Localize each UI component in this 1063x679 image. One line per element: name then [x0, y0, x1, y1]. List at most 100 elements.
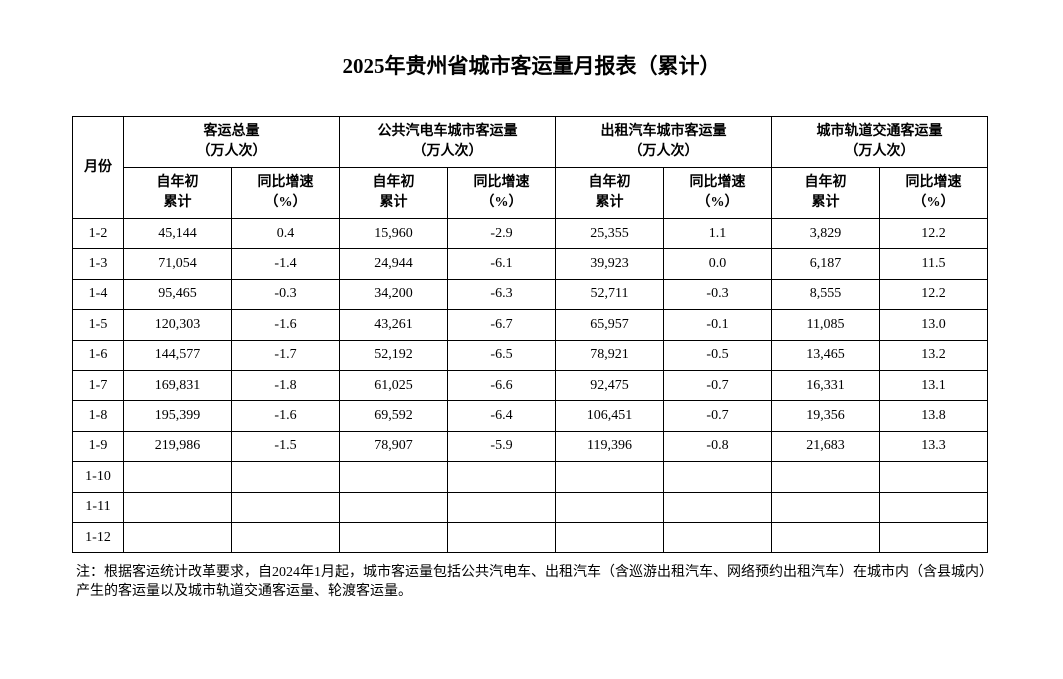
- growth-cell: [447, 521, 556, 554]
- table-row: 1-5 120,303 -1.6 43,261 -6.7 65,957 -0.1 11,085…: [72, 309, 988, 341]
- cumulative-cell: 120,303: [123, 309, 232, 341]
- month-cell: 1-7: [72, 369, 124, 402]
- cumulative-cell: 106,451: [555, 400, 664, 432]
- growth-cell: -6.7: [447, 309, 556, 341]
- cumulative-cell: 52,711: [555, 278, 664, 311]
- growth-cell: 1.1: [663, 217, 772, 250]
- cumulative-cell: 144,577: [123, 339, 232, 371]
- growth-label-line2: （%）: [264, 195, 307, 210]
- month-cell: 1-2: [72, 217, 124, 250]
- group-header: 城市轨道交通客运量 （万人次）: [771, 116, 988, 168]
- cumulative-header: 自年初 累计: [339, 167, 448, 219]
- growth-cell: [447, 491, 556, 523]
- growth-header: 同比增速 （%）: [663, 167, 772, 219]
- group-unit: （万人次）: [412, 144, 483, 159]
- cumulative-cell: 71,054: [123, 248, 232, 280]
- growth-cell: 13.2: [879, 339, 988, 371]
- footnote: 注：根据客运统计改革要求，自2024年1月起，城市客运量包括公共汽电车、出租汽车…: [76, 565, 986, 599]
- growth-cell: -6.6: [447, 369, 556, 402]
- cumulative-cell: [555, 491, 664, 523]
- group-header: 客运总量 （万人次）: [123, 116, 340, 168]
- cumulative-cell: 219,986: [123, 430, 232, 463]
- cumulative-cell: [771, 461, 880, 493]
- table-row: 1-10: [72, 461, 988, 493]
- growth-cell: 0.0: [663, 248, 772, 280]
- cumulative-header: 自年初 累计: [123, 167, 232, 219]
- growth-cell: 0.4: [231, 217, 340, 250]
- cumulative-label-line2: 累计: [379, 195, 408, 210]
- month-cell: 1-3: [72, 248, 124, 280]
- cumulative-cell: 39,923: [555, 248, 664, 280]
- growth-label-line2: （%）: [480, 195, 523, 210]
- cumulative-cell: 24,944: [339, 248, 448, 280]
- growth-cell: [663, 521, 772, 554]
- cumulative-cell: [123, 521, 232, 554]
- cumulative-cell: 43,261: [339, 309, 448, 341]
- growth-cell: -0.7: [663, 369, 772, 402]
- growth-header: 同比增速 （%）: [231, 167, 340, 219]
- growth-cell: -0.1: [663, 309, 772, 341]
- cumulative-label-line2: 累计: [811, 195, 840, 210]
- table-row: 1-8 195,399 -1.6 69,592 -6.4 106,451 -0.7 19,35…: [72, 400, 988, 432]
- cumulative-label-line1: 自年初: [804, 175, 847, 190]
- cumulative-cell: 8,555: [771, 278, 880, 311]
- cumulative-cell: [339, 521, 448, 554]
- cumulative-cell: 69,592: [339, 400, 448, 432]
- growth-cell: [879, 521, 988, 554]
- growth-label-line1: 同比增速: [905, 175, 962, 190]
- table-row: 1-6 144,577 -1.7 52,192 -6.5 78,921 -0.5 13,465…: [72, 339, 988, 371]
- growth-cell: -6.1: [447, 248, 556, 280]
- month-header: 月份: [72, 116, 124, 219]
- growth-cell: -0.7: [663, 400, 772, 432]
- growth-cell: [447, 461, 556, 493]
- table-row: 1-4 95,465 -0.3 34,200 -6.3 52,711 -0.3 8,555 12…: [72, 278, 988, 311]
- month-cell: 1-4: [72, 278, 124, 311]
- growth-cell: [663, 461, 772, 493]
- group-unit: （万人次）: [628, 144, 699, 159]
- cumulative-label-line1: 自年初: [588, 175, 631, 190]
- growth-cell: [231, 461, 340, 493]
- growth-cell: -0.3: [663, 278, 772, 311]
- growth-label-line1: 同比增速: [689, 175, 746, 190]
- growth-cell: [231, 491, 340, 523]
- cumulative-cell: [339, 491, 448, 523]
- group-header: 出租汽车城市客运量 （万人次）: [555, 116, 772, 168]
- cumulative-cell: 195,399: [123, 400, 232, 432]
- cumulative-header: 自年初 累计: [555, 167, 664, 219]
- cumulative-cell: 6,187: [771, 248, 880, 280]
- table-row: 1-11: [72, 491, 988, 523]
- cumulative-cell: [339, 461, 448, 493]
- growth-cell: -0.8: [663, 430, 772, 463]
- growth-cell: 13.1: [879, 369, 988, 402]
- growth-cell: -1.8: [231, 369, 340, 402]
- month-cell: 1-9: [72, 430, 124, 463]
- table-row: 1-12: [72, 521, 988, 554]
- cumulative-label-line2: 累计: [163, 195, 192, 210]
- cumulative-cell: [771, 491, 880, 523]
- cumulative-cell: [555, 461, 664, 493]
- growth-cell: -1.7: [231, 339, 340, 371]
- growth-cell: 11.5: [879, 248, 988, 280]
- cumulative-cell: 92,475: [555, 369, 664, 402]
- cumulative-cell: 15,960: [339, 217, 448, 250]
- cumulative-cell: 61,025: [339, 369, 448, 402]
- growth-label-line2: （%）: [912, 195, 955, 210]
- growth-label-line2: （%）: [696, 195, 739, 210]
- cumulative-cell: [123, 491, 232, 523]
- growth-cell: -6.5: [447, 339, 556, 371]
- cumulative-cell: 34,200: [339, 278, 448, 311]
- cumulative-cell: 169,831: [123, 369, 232, 402]
- growth-cell: 13.3: [879, 430, 988, 463]
- group-header: 公共汽电车城市客运量 （万人次）: [339, 116, 556, 168]
- growth-cell: -2.9: [447, 217, 556, 250]
- group-unit: （万人次）: [844, 144, 915, 159]
- group-name: 城市轨道交通客运量: [816, 124, 943, 139]
- growth-cell: [663, 491, 772, 523]
- cumulative-cell: 78,921: [555, 339, 664, 371]
- growth-label-line1: 同比增速: [473, 175, 530, 190]
- cumulative-header: 自年初 累计: [771, 167, 880, 219]
- cumulative-cell: 52,192: [339, 339, 448, 371]
- cumulative-cell: [555, 521, 664, 554]
- cumulative-cell: 78,907: [339, 430, 448, 463]
- table-row: 1-2 45,144 0.4 15,960 -2.9 25,355 1.1 3,829 12.2: [72, 217, 988, 250]
